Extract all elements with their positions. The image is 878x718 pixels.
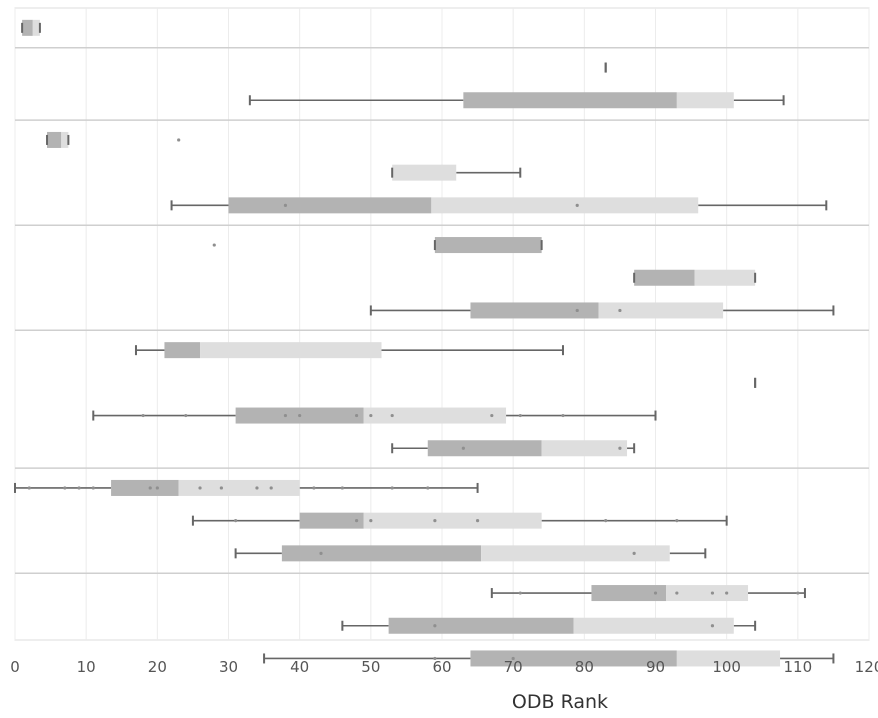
data-point-g5r0-1 [63,486,67,490]
data-point-g4r2-0 [141,413,145,418]
data-point-g5r1-1 [355,519,359,523]
data-point-g5r1-4 [475,519,480,523]
x-tick-label: 90 [646,658,665,676]
box-upper-g6r0 [666,585,749,602]
data-point-g6r2-1 [511,656,515,661]
data-point-g2r2-0 [283,203,288,207]
data-point-g5r0-8 [255,486,259,490]
data-point-g4r2-8 [518,413,522,418]
box-upper-g4r2 [363,407,507,424]
box-upper-g0r0 [32,19,40,36]
box-upper-g4r0 [200,342,382,359]
data-point-g5r0-2 [77,486,81,490]
box-lower-g2r2 [228,197,432,214]
x-tick-label: 50 [361,658,380,676]
data-point-g5r0-0 [27,486,31,490]
data-point-g5r0-3 [91,486,95,490]
data-point-g2r2-1 [575,203,579,207]
box-lower-g3r1 [634,269,695,286]
data-point-g5r1-2 [369,519,373,523]
box-upper-g6r1 [573,617,734,634]
data-point-g5r0-6 [198,486,202,490]
data-point-g4r3-0 [461,446,465,450]
data-point-g4r2-7 [490,413,494,418]
data-point-g6r0-4 [725,591,729,595]
data-point-g6r1-1 [710,624,715,628]
box-lower-g6r0 [591,585,667,602]
data-point-g4r2-9 [561,413,565,418]
data-point-g5r0-12 [390,486,394,490]
data-point-g4r2-2 [283,413,288,418]
x-tick-label: 30 [219,658,238,676]
data-point-g4r2-1 [184,413,188,418]
x-tick-label: 10 [77,658,96,676]
box-upper-g2r2 [431,197,699,214]
data-point-g6r0-5 [796,591,800,595]
box-lower-g4r3 [427,440,542,457]
data-point-g5r2-0 [319,551,323,555]
box-upper-g6r2 [676,650,781,667]
data-point-g3r2-1 [618,308,622,313]
x-tick-label: 40 [290,658,309,676]
data-point-g6r2-0 [433,656,437,661]
data-point-g3r2-0 [575,308,579,313]
data-point-g6r0-1 [653,591,658,595]
box-upper-g3r1 [694,269,756,286]
data-point-g4r2-6 [390,413,394,418]
x-tick-label: 70 [504,658,523,676]
box-lower-g5r2 [281,545,482,562]
x-axis-title: ODB Rank [512,691,608,713]
box-lower-g5r1 [299,512,364,529]
x-tick-label: 0 [10,658,20,676]
data-point-g5r0-5 [155,486,159,490]
box-lower-g5r0 [111,479,179,496]
data-point-g5r1-5 [604,519,608,523]
box-upper-g5r2 [481,545,670,562]
x-tick-label: 120 [855,658,878,676]
data-point-g2r0-0 [177,138,181,142]
box-lower-g2r0 [47,131,62,148]
data-point-g5r1-6 [675,519,679,523]
box-lower-g3r0 [434,237,542,254]
data-point-g6r1-0 [433,624,437,628]
box-lower-g1r1 [463,92,677,109]
data-point-g5r1-3 [433,519,437,523]
data-point-g5r0-4 [148,486,152,490]
data-point-g5r1-0 [234,519,238,523]
box-upper-g1r1 [676,92,734,109]
box-lower-g3r2 [470,302,599,319]
data-point-g4r2-3 [298,413,302,418]
data-point-g5r0-11 [340,486,344,490]
x-tick-label: 80 [575,658,594,676]
data-point-g5r2-1 [632,551,636,555]
data-point-g4r3-1 [618,446,622,450]
box-lower-g4r0 [164,342,201,359]
data-point-g6r0-2 [675,591,679,595]
data-point-g5r0-9 [269,486,273,490]
box-upper-g5r1 [363,512,542,529]
x-tick-label: 110 [784,658,813,676]
x-tick-label: 20 [148,658,167,676]
data-point-g6r0-0 [518,591,522,595]
box-lower-g0r0 [22,19,33,36]
data-point-g3r0-0 [212,243,216,247]
x-tick-label: 60 [432,658,451,676]
x-tick-label: 100 [712,658,741,676]
data-point-g4r2-5 [369,413,373,418]
data-point-g5r0-13 [426,486,430,490]
data-point-g4r2-4 [355,413,359,418]
box-upper-g3r2 [598,302,724,319]
box-upper-g4r3 [541,440,628,457]
box-lower-g6r2 [470,650,677,667]
box-lower-g6r1 [388,617,574,634]
box-upper-g2r1 [392,164,457,181]
box-upper-g5r0 [178,479,300,496]
data-point-g6r0-3 [710,591,715,595]
data-point-g5r0-10 [312,486,316,490]
box-upper-g2r0 [61,131,69,148]
data-point-g5r0-7 [219,486,223,490]
